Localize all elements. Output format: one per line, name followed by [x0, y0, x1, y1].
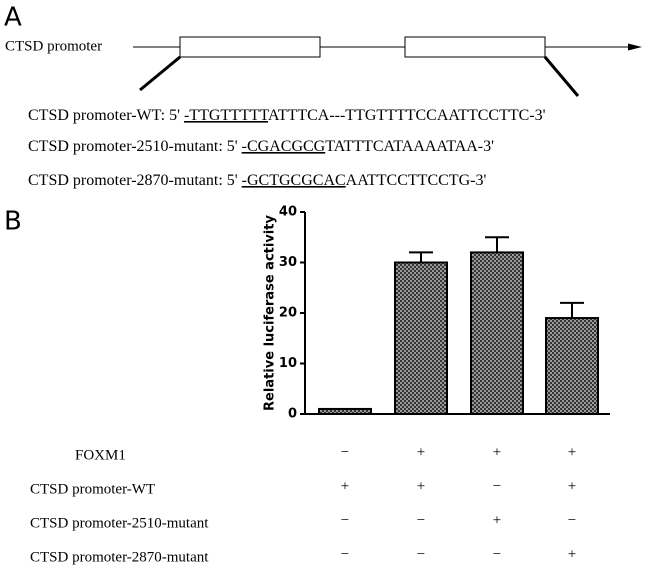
bar	[545, 317, 599, 415]
sequence: CTSD promoter-2510-mutant: 5' -CGACGCGTA…	[28, 138, 494, 155]
sequence: CTSD promoter-WT: 5' -TTGTTTTTATTTCA---T…	[28, 107, 546, 124]
sequence-rest: ATTTCA---TTGTTTTCCAATTCCTTC-3'	[268, 107, 546, 124]
y-tick-label: 10	[279, 356, 297, 371]
sequence: CTSD promoter-2870-mutant: 5' -GCTGCGCAC…	[28, 172, 486, 189]
y-tick-label: 40	[279, 205, 297, 220]
y-tick-label: 30	[279, 255, 297, 270]
condition-mark: +	[493, 444, 501, 460]
bar	[394, 261, 448, 415]
condition-mark: −	[568, 512, 576, 528]
condition-mark: −	[341, 444, 349, 460]
condition-label: CTSD promoter-2870-mutant	[30, 549, 209, 565]
sequence-rest: AATTCCTTCCTG-3'	[346, 172, 487, 189]
sequence-prefix: CTSD promoter-2510-mutant: 5'	[28, 138, 242, 155]
condition-mark: +	[417, 444, 425, 460]
condition-mark: +	[568, 546, 576, 562]
promoter-diagram	[133, 36, 642, 97]
condition-mark: +	[493, 512, 501, 528]
condition-mark: −	[417, 512, 425, 528]
bar	[470, 251, 524, 415]
panel-label: B	[4, 207, 22, 237]
y-tick-label: 20	[279, 306, 297, 321]
promoter-label: CTSD promoter	[5, 38, 102, 54]
condition-label: CTSD promoter-WT	[30, 481, 155, 497]
condition-mark: −	[493, 478, 501, 494]
y-axis-label: Relative luciferase activity	[263, 215, 278, 411]
sequence-prefix: CTSD promoter-2870-mutant: 5'	[28, 172, 242, 189]
sequence-site: -GCTGCGCAC	[242, 172, 346, 189]
condition-mark: −	[417, 546, 425, 562]
condition-label: CTSD promoter-2510-mutant	[30, 515, 209, 531]
panel-label: A	[4, 3, 22, 33]
y-tick-label: 0	[288, 407, 297, 422]
sequence-site: -TTGTTTTT	[184, 107, 270, 124]
sequence-prefix: CTSD promoter-WT: 5'	[28, 107, 184, 124]
sequence-rest: TATTTCATAAAATAA-3'	[325, 138, 494, 155]
condition-mark: −	[341, 546, 349, 562]
condition-mark: +	[568, 478, 576, 494]
condition-mark: −	[493, 546, 501, 562]
condition-mark: +	[417, 478, 425, 494]
condition-mark: +	[568, 444, 576, 460]
condition-label: FOXM1	[75, 447, 126, 463]
condition-mark: +	[341, 478, 349, 494]
condition-mark: −	[341, 512, 349, 528]
sequence-site: -CGACGCG	[242, 138, 326, 155]
bar	[318, 407, 372, 416]
